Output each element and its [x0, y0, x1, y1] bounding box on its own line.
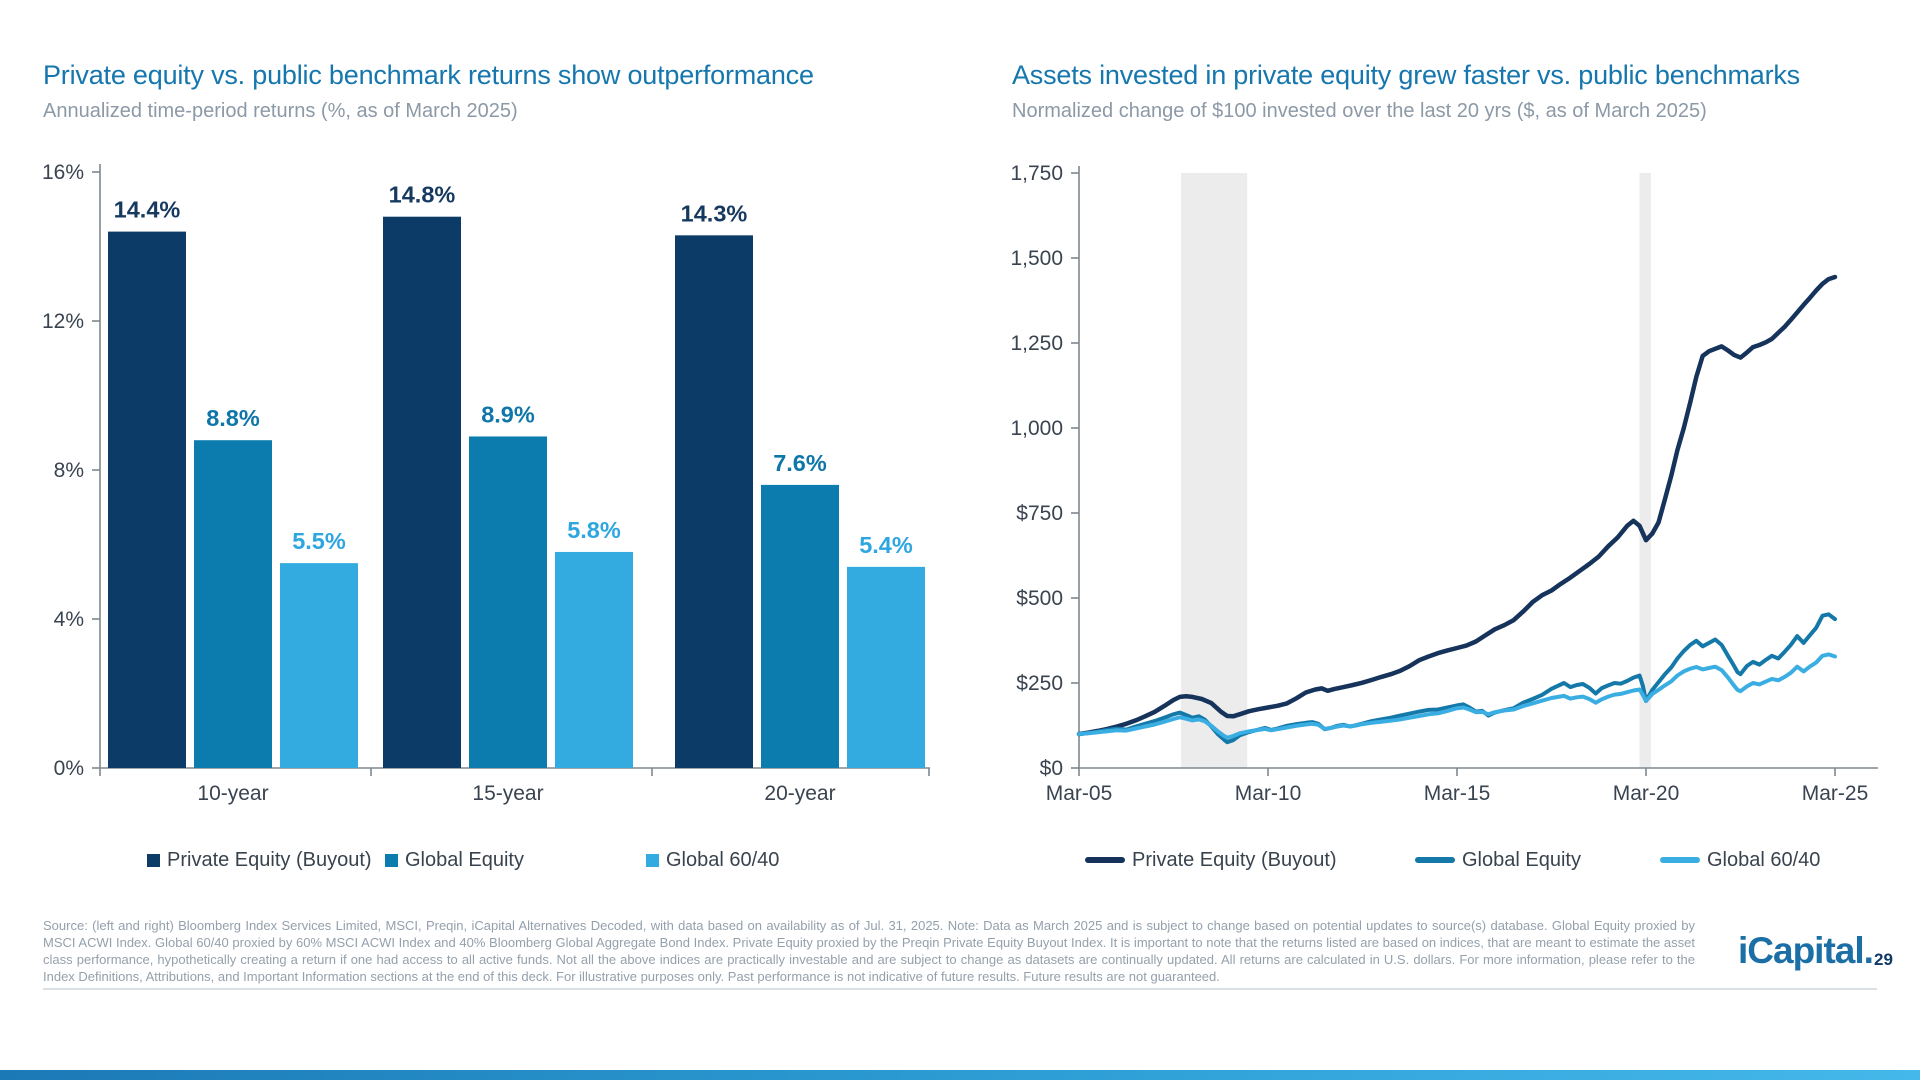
bar-15-year-2	[555, 551, 633, 768]
x-tick-label: Mar-05	[1046, 782, 1113, 805]
line-chart-title: Assets invested in private equity grew f…	[1012, 60, 1800, 90]
legend-line-icon	[1415, 857, 1455, 863]
bar-chart-svg: 16% 12% 8% 4% 0% 14.4% 8.8% 5.5% 10-year 14.8% 8.9…	[42, 161, 930, 805]
y-tick-label: $750	[1016, 502, 1063, 525]
bar-legend-item-global-equity: Global Equity	[385, 848, 524, 872]
bar-20-year-1	[761, 484, 839, 768]
y-tick-label: $1,500	[1010, 247, 1063, 270]
line-Global 60/40	[1077, 652, 1837, 740]
footer-divider	[43, 988, 1877, 990]
source-disclaimer-text: Source: (left and right) Bloomberg Index…	[43, 918, 1695, 984]
bar-10-year-1	[194, 440, 272, 768]
bar-legend-item-global-60-40: Global 60/40	[646, 848, 779, 872]
y-tick-label: $0	[1040, 757, 1063, 780]
y-tick-label: $1,000	[1010, 417, 1063, 440]
y-tick-label: $1,750	[1010, 162, 1063, 185]
x-tick-label: Mar-10	[1235, 782, 1302, 805]
legend-line-icon	[1660, 857, 1700, 863]
bar-15-year-1	[469, 436, 547, 768]
page-number: 29	[1874, 950, 1893, 969]
bar-legend-item-private-equity: Private Equity (Buyout)	[147, 848, 372, 872]
y-tick-label: $500	[1016, 587, 1063, 610]
recession-shading	[1639, 173, 1651, 768]
y-tick-label: $250	[1016, 672, 1063, 695]
legend-line-icon	[1085, 857, 1125, 863]
bar-value-label: 8.9%	[481, 401, 535, 427]
x-tick-label: Mar-15	[1424, 782, 1491, 805]
bar-value-label: 5.5%	[292, 528, 346, 554]
bar-20-year-0	[675, 235, 753, 768]
bar-value-label: 14.8%	[389, 182, 456, 208]
y-tick-label: 0%	[54, 757, 84, 780]
x-tick-label: Mar-20	[1613, 782, 1680, 805]
line-Private Equity (Buyout)	[1076, 274, 1838, 737]
recession-shading	[1181, 173, 1248, 768]
bar-value-label: 8.8%	[206, 405, 260, 431]
line-chart-subtitle: Normalized change of $100 invested over …	[1012, 100, 1707, 122]
bar-value-label: 7.6%	[773, 450, 827, 476]
icapital-logo: iCapital.	[1738, 930, 1874, 971]
legend-square-icon	[646, 853, 659, 867]
x-tick-label: Mar-25	[1802, 782, 1869, 805]
bar-10-year-2	[280, 563, 358, 768]
legend-label: Global Equity	[1462, 848, 1581, 871]
line-legend-item-global-equity: Global Equity	[1415, 848, 1581, 872]
x-category-label: 15-year	[472, 782, 543, 805]
y-tick-label: 8%	[54, 459, 84, 482]
bar-15-year-0	[383, 216, 461, 768]
bottom-accent-bar	[0, 1070, 1920, 1080]
bar-chart-subtitle: Annualized time-period returns (%, as of…	[43, 100, 518, 122]
legend-square-icon	[385, 853, 398, 867]
legend-label: Global 60/40	[1707, 848, 1821, 871]
y-tick-label: 4%	[54, 608, 84, 631]
bar-20-year-2	[847, 566, 925, 768]
legend-label: Global 60/40	[666, 848, 780, 871]
x-category-label: 10-year	[197, 782, 268, 805]
bar-value-label: 14.4%	[114, 197, 181, 223]
line-chart-svg: $1,750$1,500$1,250$1,000$750$500$250$0Ma…	[1010, 162, 1878, 805]
bar-value-label: 14.3%	[681, 200, 748, 226]
legend-label: Private Equity (Buyout)	[167, 848, 372, 871]
y-tick-label: 12%	[42, 310, 84, 333]
y-tick-label: $1,250	[1010, 332, 1063, 355]
y-tick-label: 16%	[42, 161, 84, 184]
bar-chart-title: Private equity vs. public benchmark retu…	[43, 60, 814, 90]
bar-value-label: 5.8%	[567, 517, 621, 543]
x-category-label: 20-year	[764, 782, 835, 805]
legend-square-icon	[147, 853, 160, 867]
bar-value-label: 5.4%	[859, 532, 913, 558]
line-legend-item-global-60-40: Global 60/40	[1660, 848, 1820, 872]
bar-10-year-0	[108, 231, 186, 769]
line-legend-item-private-equity: Private Equity (Buyout)	[1085, 848, 1337, 872]
legend-label: Private Equity (Buyout)	[1132, 848, 1337, 871]
legend-label: Global Equity	[405, 848, 524, 871]
